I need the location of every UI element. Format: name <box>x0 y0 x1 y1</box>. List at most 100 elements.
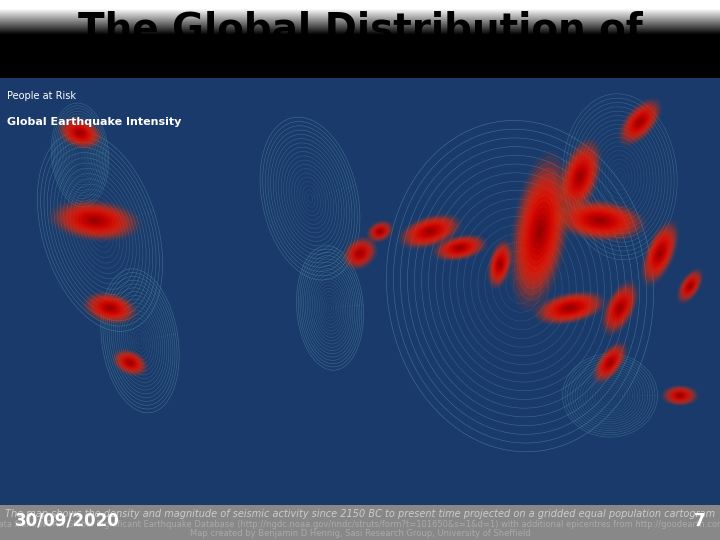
Polygon shape <box>59 118 102 148</box>
Text: Earthquakes: Earthquakes <box>223 45 497 83</box>
Polygon shape <box>675 393 685 399</box>
Polygon shape <box>687 282 693 290</box>
Polygon shape <box>689 285 691 287</box>
Polygon shape <box>71 126 90 140</box>
Polygon shape <box>680 273 699 299</box>
Polygon shape <box>490 243 510 286</box>
Polygon shape <box>89 218 102 224</box>
Polygon shape <box>375 227 384 235</box>
Polygon shape <box>583 213 616 228</box>
Polygon shape <box>102 303 118 313</box>
Polygon shape <box>678 269 702 302</box>
Polygon shape <box>616 302 624 314</box>
Polygon shape <box>108 307 112 309</box>
Polygon shape <box>549 299 591 318</box>
Polygon shape <box>575 168 585 185</box>
Polygon shape <box>66 123 94 144</box>
Polygon shape <box>402 217 457 246</box>
Polygon shape <box>657 248 662 258</box>
Polygon shape <box>494 252 506 276</box>
Polygon shape <box>665 388 695 403</box>
Polygon shape <box>113 350 147 375</box>
Polygon shape <box>67 124 93 142</box>
Polygon shape <box>68 125 91 141</box>
Polygon shape <box>377 229 383 234</box>
Polygon shape <box>552 300 588 316</box>
Polygon shape <box>587 214 613 226</box>
Polygon shape <box>609 292 631 324</box>
Polygon shape <box>426 229 435 234</box>
Polygon shape <box>569 157 591 196</box>
Polygon shape <box>668 389 692 402</box>
Polygon shape <box>121 356 139 369</box>
Polygon shape <box>557 302 583 314</box>
Polygon shape <box>648 232 672 274</box>
Polygon shape <box>664 387 696 404</box>
Polygon shape <box>348 242 372 264</box>
Polygon shape <box>604 285 636 332</box>
Polygon shape <box>577 171 583 183</box>
Polygon shape <box>90 296 130 320</box>
Polygon shape <box>68 208 122 232</box>
Polygon shape <box>351 245 369 262</box>
Polygon shape <box>452 244 468 252</box>
Polygon shape <box>379 231 381 232</box>
Polygon shape <box>355 248 365 258</box>
Polygon shape <box>498 261 502 268</box>
Polygon shape <box>346 240 374 266</box>
Polygon shape <box>606 358 613 367</box>
Polygon shape <box>450 243 470 253</box>
Polygon shape <box>444 240 476 255</box>
Polygon shape <box>73 129 86 138</box>
Polygon shape <box>613 298 626 318</box>
Polygon shape <box>124 358 136 368</box>
Polygon shape <box>376 228 384 234</box>
Polygon shape <box>578 174 582 179</box>
Polygon shape <box>86 294 134 322</box>
Polygon shape <box>644 225 676 282</box>
Text: The map shows the density and magnitude of seismic activity since 2150 BC to pre: The map shows the density and magnitude … <box>5 509 715 519</box>
Polygon shape <box>645 227 675 279</box>
Polygon shape <box>81 214 108 226</box>
Polygon shape <box>564 149 595 205</box>
Polygon shape <box>456 246 464 249</box>
Polygon shape <box>78 213 112 228</box>
Polygon shape <box>596 346 624 379</box>
Polygon shape <box>649 234 671 272</box>
Polygon shape <box>440 239 480 257</box>
Polygon shape <box>106 306 114 310</box>
Polygon shape <box>676 393 684 397</box>
Polygon shape <box>125 359 135 367</box>
Polygon shape <box>119 354 142 372</box>
Polygon shape <box>609 361 611 364</box>
Polygon shape <box>647 230 673 277</box>
Polygon shape <box>353 246 367 260</box>
Polygon shape <box>72 127 88 139</box>
Polygon shape <box>510 151 570 312</box>
Polygon shape <box>632 113 648 131</box>
Polygon shape <box>679 395 681 396</box>
Polygon shape <box>98 301 122 315</box>
Polygon shape <box>636 119 643 125</box>
Polygon shape <box>536 293 604 323</box>
Polygon shape <box>378 230 382 233</box>
Polygon shape <box>656 246 664 260</box>
Polygon shape <box>642 222 678 284</box>
Polygon shape <box>667 388 693 403</box>
Polygon shape <box>491 246 509 282</box>
Polygon shape <box>405 218 455 245</box>
Polygon shape <box>91 219 99 222</box>
Polygon shape <box>651 237 670 270</box>
Polygon shape <box>653 241 667 265</box>
Polygon shape <box>590 216 610 225</box>
Polygon shape <box>603 354 618 372</box>
Polygon shape <box>448 242 472 253</box>
Polygon shape <box>654 244 665 263</box>
Polygon shape <box>414 222 446 240</box>
Polygon shape <box>534 214 546 249</box>
Polygon shape <box>60 119 99 147</box>
Polygon shape <box>680 272 701 300</box>
Polygon shape <box>348 241 372 265</box>
Polygon shape <box>598 348 622 378</box>
Polygon shape <box>612 296 628 320</box>
